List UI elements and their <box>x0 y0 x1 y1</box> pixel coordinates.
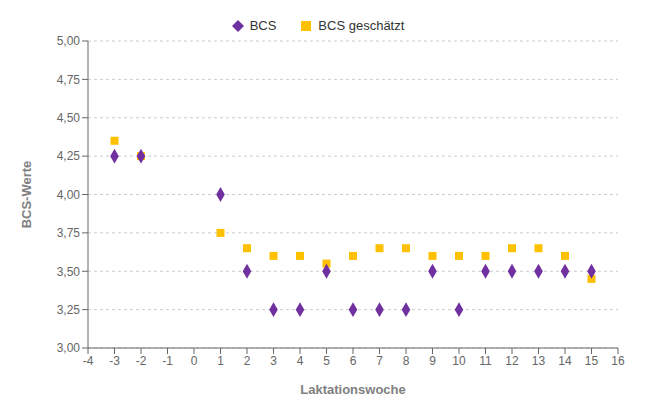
svg-text:2: 2 <box>244 354 251 368</box>
svg-text:15: 15 <box>585 354 599 368</box>
svg-text:9: 9 <box>429 354 436 368</box>
svg-text:12: 12 <box>505 354 519 368</box>
svg-text:5,00: 5,00 <box>57 34 81 48</box>
svg-text:7: 7 <box>376 354 383 368</box>
svg-text:BCS-Werte: BCS-Werte <box>19 161 34 229</box>
svg-text:3: 3 <box>270 354 277 368</box>
svg-text:3,25: 3,25 <box>57 303 81 317</box>
svg-text:3,50: 3,50 <box>57 265 81 279</box>
svg-text:11: 11 <box>479 354 492 368</box>
svg-text:3,00: 3,00 <box>57 341 81 355</box>
html-text:BCS geschätzt: BCS geschätzt <box>318 18 405 33</box>
svg-text:-2: -2 <box>136 354 147 368</box>
svg-text:10: 10 <box>452 354 466 368</box>
svg-text:14: 14 <box>558 354 572 368</box>
svg-text:4,50: 4,50 <box>57 111 81 125</box>
svg-text:13: 13 <box>532 354 546 368</box>
svg-text:-1: -1 <box>162 354 173 368</box>
svg-text:6: 6 <box>350 354 357 368</box>
html-text:BCS: BCS <box>249 18 277 33</box>
svg-text:-3: -3 <box>109 354 120 368</box>
svg-text:16: 16 <box>611 354 625 368</box>
svg-text:1: 1 <box>217 354 224 368</box>
svg-text:4,75: 4,75 <box>57 73 81 87</box>
svg-text:0: 0 <box>191 354 198 368</box>
svg-text:8: 8 <box>403 354 410 368</box>
svg-text:Laktationswoche: Laktationswoche <box>300 382 405 397</box>
svg-text:4,00: 4,00 <box>57 188 81 202</box>
svg-text:-4: -4 <box>83 354 94 368</box>
svg-text:3,75: 3,75 <box>57 226 81 240</box>
svg-text:5: 5 <box>323 354 330 368</box>
svg-text:4,25: 4,25 <box>57 149 81 163</box>
svg-text:4: 4 <box>297 354 304 368</box>
